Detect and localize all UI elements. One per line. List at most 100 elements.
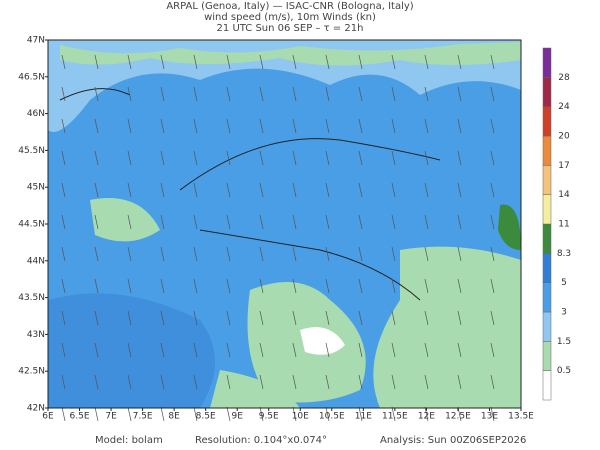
- barb: [292, 214, 297, 230]
- barb: [457, 278, 462, 294]
- y-tick-label: 43.5N: [18, 293, 45, 303]
- barb: [94, 54, 99, 70]
- barb: [490, 214, 495, 230]
- barb: [193, 278, 198, 294]
- x-tick-label: 8.5E: [196, 412, 216, 422]
- barb: [160, 278, 165, 294]
- y-tick-label: 42.5N: [18, 367, 45, 377]
- barb: [490, 150, 495, 166]
- barb: [94, 86, 99, 102]
- barb: [325, 214, 330, 230]
- barb: [292, 406, 297, 422]
- barb: [160, 182, 165, 198]
- colorbar-label: 1.5: [557, 337, 571, 347]
- barb: [94, 214, 99, 230]
- barb: [391, 342, 396, 358]
- x-tick-label: 7E: [105, 412, 117, 422]
- footer-model: Model: bolam: [95, 435, 163, 446]
- barb: [358, 86, 363, 102]
- field-region: [48, 40, 521, 132]
- barb: [94, 182, 99, 198]
- footer-analysis: Analysis: Sun 00Z06SEP2026: [380, 435, 526, 446]
- barb: [391, 406, 396, 422]
- field-region: [498, 204, 521, 250]
- barb: [193, 246, 198, 262]
- barb: [127, 278, 132, 294]
- x-tick-label: 8E: [168, 412, 180, 422]
- barb: [61, 182, 66, 198]
- barb: [325, 182, 330, 198]
- barb: [127, 182, 132, 198]
- barb: [490, 86, 495, 102]
- barb: [160, 342, 165, 358]
- barb: [292, 310, 297, 326]
- barb: [259, 214, 264, 230]
- y-tick-label: 46.5N: [18, 72, 45, 82]
- barb: [358, 54, 363, 70]
- barb: [94, 150, 99, 166]
- barb: [358, 342, 363, 358]
- x-tick-label: 12.5E: [445, 412, 471, 422]
- x-tick-label: 11.5E: [382, 412, 408, 422]
- x-tick-label: 11E: [355, 412, 372, 422]
- y-tick-label: 46N: [27, 109, 45, 119]
- barb: [127, 150, 132, 166]
- field-region: [90, 198, 160, 242]
- barb: [94, 246, 99, 262]
- barb: [193, 310, 198, 326]
- barb: [193, 182, 198, 198]
- barb: [358, 214, 363, 230]
- barb: [61, 310, 66, 326]
- barb: [391, 118, 396, 134]
- barb: [160, 246, 165, 262]
- barb: [391, 374, 396, 390]
- colorbar-segment: [542, 223, 552, 254]
- barb: [127, 246, 132, 262]
- barb: [160, 406, 165, 422]
- barb: [325, 406, 330, 422]
- x-tick-label: 9.5E: [259, 412, 279, 422]
- barb: [127, 86, 132, 102]
- field-region: [210, 370, 300, 408]
- barb: [457, 406, 462, 422]
- barb: [391, 310, 396, 326]
- field-region: [300, 327, 345, 355]
- barb: [226, 118, 231, 134]
- barb: [292, 54, 297, 70]
- x-tick-label: 6E: [42, 412, 54, 422]
- barb: [325, 374, 330, 390]
- barb: [259, 54, 264, 70]
- barb: [226, 374, 231, 390]
- barb: [94, 342, 99, 358]
- barb: [457, 342, 462, 358]
- barb: [391, 246, 396, 262]
- barb: [292, 182, 297, 198]
- barb: [457, 54, 462, 70]
- barb: [226, 150, 231, 166]
- barb: [358, 310, 363, 326]
- colorbar-label: 8.3: [557, 249, 571, 259]
- barb: [160, 118, 165, 134]
- field-region: [373, 246, 521, 408]
- barb: [292, 374, 297, 390]
- barb: [325, 246, 330, 262]
- barb: [127, 342, 132, 358]
- barb: [490, 278, 495, 294]
- barb: [358, 278, 363, 294]
- barb: [94, 406, 99, 422]
- barb: [424, 86, 429, 102]
- field-region: [60, 42, 521, 66]
- colorbar-segment: [542, 194, 552, 225]
- barb: [292, 278, 297, 294]
- barb: [358, 150, 363, 166]
- barb: [292, 150, 297, 166]
- barb: [127, 310, 132, 326]
- barb: [259, 246, 264, 262]
- barb: [292, 86, 297, 102]
- barb: [424, 246, 429, 262]
- barb: [94, 118, 99, 134]
- barb: [259, 374, 264, 390]
- y-tick-label: 44.5N: [18, 220, 45, 230]
- barb: [193, 54, 198, 70]
- barb: [127, 374, 132, 390]
